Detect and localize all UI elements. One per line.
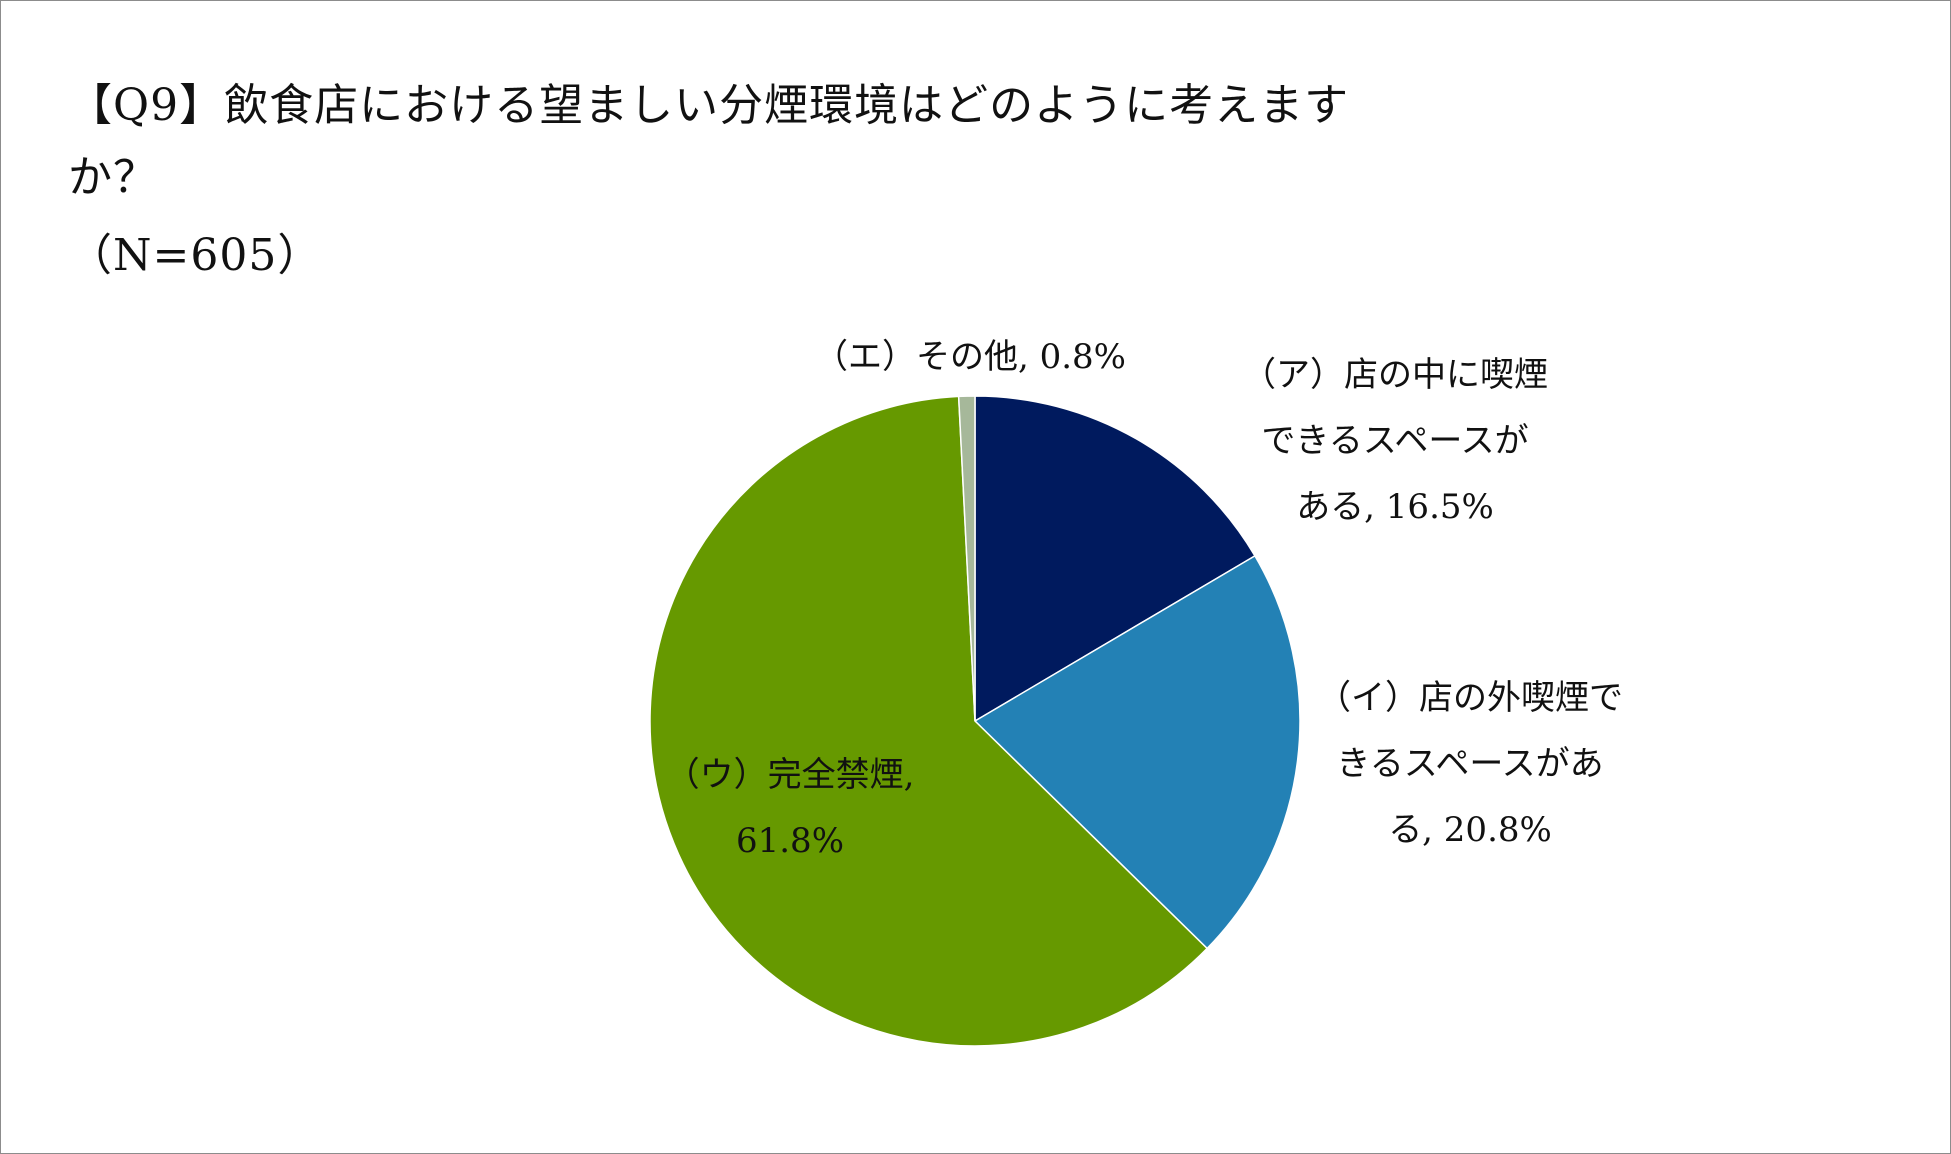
slice-label-i-line-3: る, 20.8%: [1388, 810, 1552, 850]
slice-label-i: （イ）店の外喫煙で きるスペースがあ る, 20.8%: [1300, 665, 1640, 863]
sample-size-label: （N=605）: [68, 230, 323, 281]
slice-label-e-line-1: （エ）その他, 0.8%: [814, 337, 1126, 377]
slice-label-u-line-1: （ウ）完全禁煙,: [665, 755, 915, 795]
chart-title-line-1: 【Q9】飲食店における望ましい分煙環境はどのように考えます: [68, 80, 1350, 131]
slice-label-a-line-1: （ア）店の中に喫煙: [1242, 355, 1548, 395]
pie-slice-e: [957, 395, 976, 722]
slice-label-e: （エ）その他, 0.8%: [780, 324, 1160, 390]
chart-title: 【Q9】飲食店における望ましい分煙環境はどのように考えます か？ （N=605）: [68, 70, 1528, 292]
pie-slice-i: [973, 554, 1301, 950]
pie-slice-a: [974, 395, 1256, 723]
chart-title-line-2: か？: [68, 152, 158, 203]
slice-label-i-line-1: （イ）店の外喫煙で: [1317, 678, 1623, 718]
slice-label-u: （ウ）完全禁煙, 61.8%: [660, 742, 920, 874]
slice-label-a-line-2: できるスペースが: [1261, 421, 1529, 461]
slice-label-u-line-2: 61.8%: [735, 821, 844, 861]
slice-label-i-line-2: きるスペースがあ: [1336, 744, 1604, 784]
slice-label-a: （ア）店の中に喫煙 できるスペースが ある, 16.5%: [1225, 342, 1565, 540]
pie-slice-u: [649, 395, 1209, 1047]
slice-label-a-line-3: ある, 16.5%: [1296, 487, 1494, 527]
